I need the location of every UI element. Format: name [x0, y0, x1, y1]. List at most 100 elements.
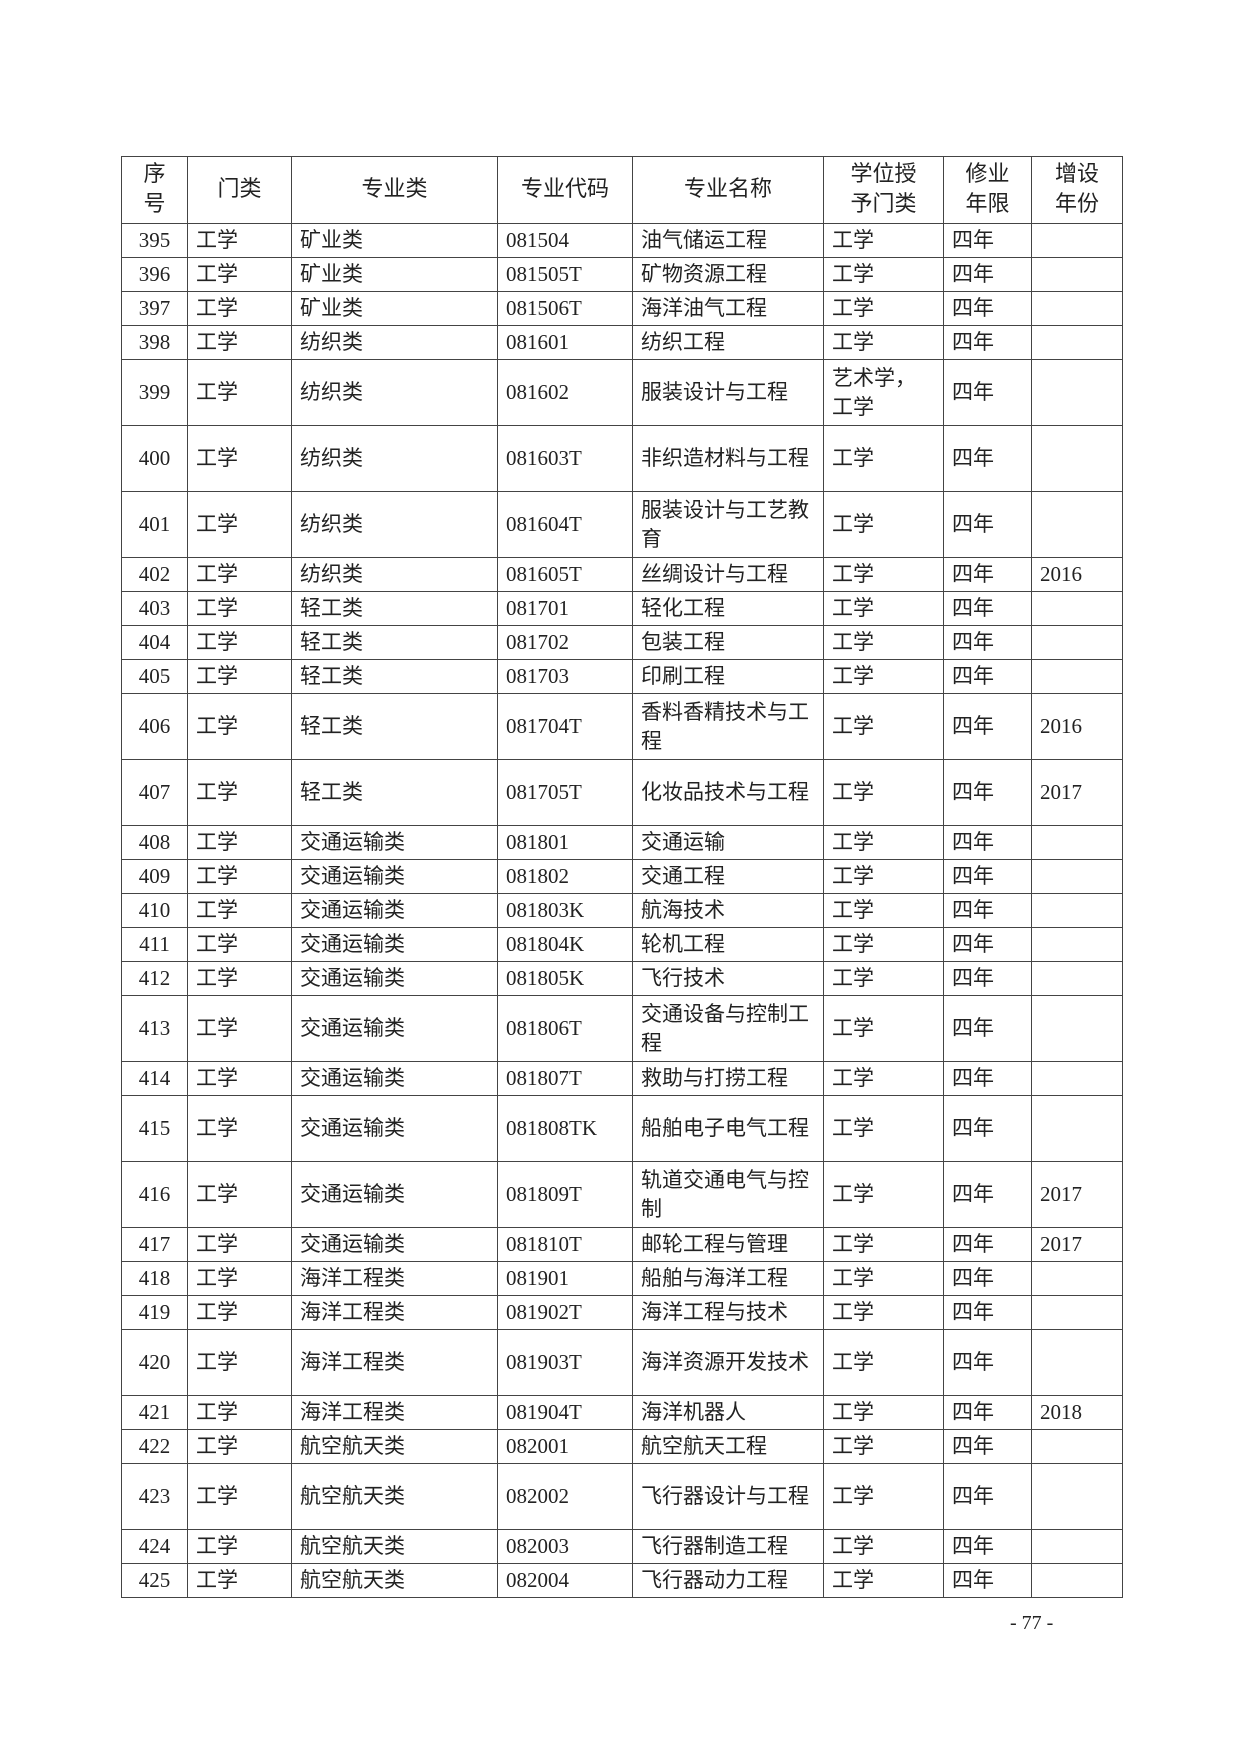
cell-year-added: [1031, 1261, 1123, 1296]
cell-degree-category: 工学: [823, 591, 944, 626]
cell-major-name: 海洋油气工程: [632, 291, 824, 326]
table-header-row: 序号 门类 专业类 专业代码 专业名称 学位授予门类 修业年限 增设年份: [121, 156, 1123, 224]
table-row: 418 工学 海洋工程类 081901 船舶与海洋工程 工学 四年: [121, 1261, 1123, 1296]
cell-major-category: 轻工类: [291, 659, 498, 694]
cell-duration: 四年: [943, 291, 1032, 326]
cell-seq: 425: [121, 1563, 188, 1598]
table-row: 396 工学 矿业类 081505T 矿物资源工程 工学 四年: [121, 257, 1123, 292]
cell-seq: 420: [121, 1329, 188, 1396]
cell-seq: 399: [121, 359, 188, 426]
cell-degree-category: 工学: [823, 257, 944, 292]
cell-discipline: 工学: [187, 625, 292, 660]
cell-major-code: 081802: [497, 859, 633, 894]
table-row: 425 工学 航空航天类 082004 飞行器动力工程 工学 四年: [121, 1563, 1123, 1598]
cell-year-added: [1031, 1061, 1123, 1096]
cell-seq: 408: [121, 825, 188, 860]
cell-year-added: [1031, 825, 1123, 860]
cell-major-category: 轻工类: [291, 759, 498, 826]
cell-discipline: 工学: [187, 1429, 292, 1464]
cell-duration: 四年: [943, 1463, 1032, 1530]
table-row: 416 工学 交通运输类 081809T 轨道交通电气与控制 工学 四年 2017: [121, 1161, 1123, 1228]
table-row: 423 工学 航空航天类 082002 飞行器设计与工程 工学 四年: [121, 1463, 1123, 1530]
cell-degree-category: 工学: [823, 425, 944, 492]
cell-major-category: 航空航天类: [291, 1563, 498, 1598]
cell-major-code: 081901: [497, 1261, 633, 1296]
cell-degree-category: 工学: [823, 491, 944, 558]
cell-seq: 418: [121, 1261, 188, 1296]
cell-discipline: 工学: [187, 591, 292, 626]
cell-year-added: [1031, 659, 1123, 694]
cell-seq: 422: [121, 1429, 188, 1464]
cell-major-code: 081803K: [497, 893, 633, 928]
cell-duration: 四年: [943, 659, 1032, 694]
cell-year-added: [1031, 425, 1123, 492]
cell-major-code: 081504: [497, 223, 633, 258]
cell-major-code: 081806T: [497, 995, 633, 1062]
cell-major-code: 081902T: [497, 1295, 633, 1330]
page-number: - 77 -: [1010, 1612, 1054, 1634]
cell-major-name: 飞行技术: [632, 961, 824, 996]
cell-major-code: 082004: [497, 1563, 633, 1598]
cell-major-code: 081805K: [497, 961, 633, 996]
cell-major-category: 海洋工程类: [291, 1329, 498, 1396]
cell-discipline: 工学: [187, 825, 292, 860]
cell-major-category: 矿业类: [291, 223, 498, 258]
cell-major-name: 海洋机器人: [632, 1395, 824, 1430]
table-row: 404 工学 轻工类 081702 包装工程 工学 四年: [121, 625, 1123, 660]
cell-seq: 412: [121, 961, 188, 996]
cell-major-code: 081807T: [497, 1061, 633, 1096]
cell-discipline: 工学: [187, 859, 292, 894]
cell-major-code: 081801: [497, 825, 633, 860]
cell-major-code: 081603T: [497, 425, 633, 492]
cell-degree-category: 工学: [823, 759, 944, 826]
cell-major-category: 纺织类: [291, 325, 498, 360]
cell-major-name: 船舶与海洋工程: [632, 1261, 824, 1296]
header-year-added: 增设年份: [1031, 156, 1123, 224]
cell-major-name: 海洋工程与技术: [632, 1295, 824, 1330]
cell-major-category: 航空航天类: [291, 1529, 498, 1564]
cell-year-added: 2017: [1031, 1227, 1123, 1262]
cell-major-name: 轨道交通电气与控制: [632, 1161, 824, 1228]
cell-seq: 397: [121, 291, 188, 326]
header-seq: 序号: [121, 156, 188, 224]
cell-degree-category: 工学: [823, 1095, 944, 1162]
cell-discipline: 工学: [187, 893, 292, 928]
table-row: 420 工学 海洋工程类 081903T 海洋资源开发技术 工学 四年: [121, 1329, 1123, 1396]
cell-discipline: 工学: [187, 1061, 292, 1096]
cell-degree-category: 工学: [823, 291, 944, 326]
cell-duration: 四年: [943, 859, 1032, 894]
table-row: 406 工学 轻工类 081704T 香料香精技术与工程 工学 四年 2016: [121, 693, 1123, 760]
cell-major-name: 飞行器制造工程: [632, 1529, 824, 1564]
cell-major-name: 轮机工程: [632, 927, 824, 962]
cell-year-added: [1031, 893, 1123, 928]
cell-duration: 四年: [943, 1395, 1032, 1430]
cell-discipline: 工学: [187, 1095, 292, 1162]
cell-year-added: [1031, 257, 1123, 292]
cell-degree-category: 工学: [823, 1329, 944, 1396]
table-row: 411 工学 交通运输类 081804K 轮机工程 工学 四年: [121, 927, 1123, 962]
cell-major-category: 交通运输类: [291, 995, 498, 1062]
cell-seq: 417: [121, 1227, 188, 1262]
cell-seq: 423: [121, 1463, 188, 1530]
cell-duration: 四年: [943, 961, 1032, 996]
cell-discipline: 工学: [187, 1563, 292, 1598]
cell-major-category: 交通运输类: [291, 1161, 498, 1228]
table-row: 400 工学 纺织类 081603T 非织造材料与工程 工学 四年: [121, 425, 1123, 492]
cell-degree-category: 工学: [823, 927, 944, 962]
cell-discipline: 工学: [187, 659, 292, 694]
cell-major-name: 轻化工程: [632, 591, 824, 626]
header-major-code: 专业代码: [497, 156, 633, 224]
cell-duration: 四年: [943, 1295, 1032, 1330]
cell-year-added: [1031, 1095, 1123, 1162]
table-row: 397 工学 矿业类 081506T 海洋油气工程 工学 四年: [121, 291, 1123, 326]
cell-discipline: 工学: [187, 257, 292, 292]
cell-major-name: 包装工程: [632, 625, 824, 660]
cell-duration: 四年: [943, 1261, 1032, 1296]
cell-duration: 四年: [943, 927, 1032, 962]
table-row: 422 工学 航空航天类 082001 航空航天工程 工学 四年: [121, 1429, 1123, 1464]
header-degree-category: 学位授予门类: [823, 156, 944, 224]
cell-seq: 403: [121, 591, 188, 626]
cell-seq: 416: [121, 1161, 188, 1228]
table-row: 407 工学 轻工类 081705T 化妆品技术与工程 工学 四年 2017: [121, 759, 1123, 826]
cell-year-added: [1031, 223, 1123, 258]
